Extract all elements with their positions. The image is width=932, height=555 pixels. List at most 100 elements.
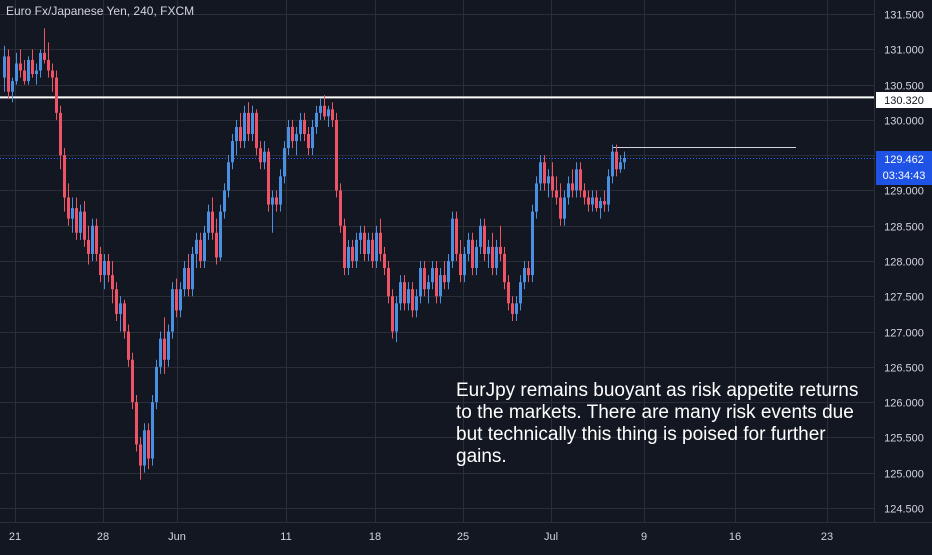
candle-bearish [387,268,390,297]
candle-bullish [243,112,246,142]
time-tick-label: 18 [369,531,381,543]
candle-bearish [107,261,110,276]
candle-bearish [135,402,138,445]
candle-bearish [115,289,118,314]
candle-bearish [99,253,102,276]
candle-bearish [583,190,586,198]
candle-bullish [15,63,18,82]
candle-bullish [359,232,362,240]
candle-bullish [367,239,370,254]
candle-bullish [27,59,30,82]
price-tick-label: 127.500 [884,292,924,304]
time-tick-label: 11 [280,531,291,543]
candle-bearish [595,197,598,209]
candle-bearish [507,282,510,304]
candle-bullish [407,289,410,304]
level-price-tag: 130.320 [884,95,924,107]
candle-bullish [227,162,230,191]
price-tick-label: 126.500 [884,363,924,375]
candle-bullish [415,296,418,311]
candle-bullish [311,126,314,149]
candle-bullish [231,141,234,163]
candle-bearish [579,169,582,191]
candle-bullish [251,112,254,135]
time-tick-label: 25 [457,531,469,543]
candle-bearish [75,208,78,233]
candle-bearish [339,190,342,226]
candle-bullish [355,239,358,261]
candle-bearish [131,359,134,403]
candle-bullish [167,331,170,360]
time-axis[interactable]: 21 28 Jun 11 18 25 Jul 9 16 23 [9,531,833,543]
candle-bearish [543,162,546,184]
candle-bullish [347,246,350,269]
time-tick-label: 16 [729,531,741,543]
chart-grid [0,0,874,522]
candle-bearish [255,112,258,149]
time-tick-label: Jun [168,531,186,543]
time-tick-label: 23 [821,531,833,543]
candle-bullish [295,134,298,142]
candle-bullish [523,268,526,283]
bar-countdown: 03:34:43 [883,170,926,182]
price-tick-label: 129.000 [884,186,924,198]
candle-bearish [111,275,114,290]
price-tick-label: 131.500 [884,10,924,22]
candle-bullish [535,183,538,212]
candle-bullish [79,211,82,233]
candle-bearish [423,268,426,290]
candle-bearish [31,59,34,75]
candle-bullish [71,208,74,219]
candle-bullish [419,268,422,297]
candle-bearish [23,70,26,82]
candle-bearish [239,126,242,142]
candle-bullish [103,261,106,276]
candle-bullish [427,282,430,290]
candle-bearish [587,197,590,205]
candle-bearish [267,151,270,205]
candle-bullish [143,430,146,466]
candle-bearish [63,155,66,198]
candle-bullish [171,289,174,332]
candle-bullish [607,176,610,205]
time-tick-label: Jul [544,531,558,543]
candle-bearish [379,232,382,254]
candle-bullish [191,253,194,290]
candle-bearish [19,63,22,71]
candle-bullish [223,190,226,212]
candle-bullish [611,151,614,177]
candle-bearish [123,303,126,332]
candle-bullish [271,197,274,205]
candle-bullish [219,211,222,258]
candle-bearish [323,105,326,117]
candle-bearish [303,119,306,135]
candle-bearish [247,112,250,135]
candle-bullish [319,105,322,113]
candle-bearish [615,151,618,170]
candle-bearish [511,303,514,314]
price-tick-label: 127.000 [884,328,924,340]
price-axis[interactable]: 131.500131.000130.500130.000129.500129.0… [884,10,924,516]
price-tags: 130.320 129.462 03:34:43 [876,92,932,185]
candle-bearish [55,77,58,113]
candle-bearish [459,253,462,276]
candle-bearish [43,52,46,60]
candle-bullish [431,268,434,283]
candle-bearish [215,232,218,258]
candle-bearish [175,289,178,311]
candle-bullish [623,158,626,163]
chart-annotation: EurJpy remains buoyant as risk appetite … [456,380,859,467]
candle-bearish [499,246,502,254]
candle-bearish [527,268,530,276]
candle-bullish [35,70,38,75]
candle-bullish [591,197,594,205]
candle-bearish [331,109,334,120]
candle-bearish [47,59,50,71]
candle-bullish [39,52,42,71]
candle-bullish [479,225,482,247]
candle-bullish [619,162,622,170]
price-tick-label: 125.500 [884,433,924,445]
candle-bullish [599,201,602,209]
